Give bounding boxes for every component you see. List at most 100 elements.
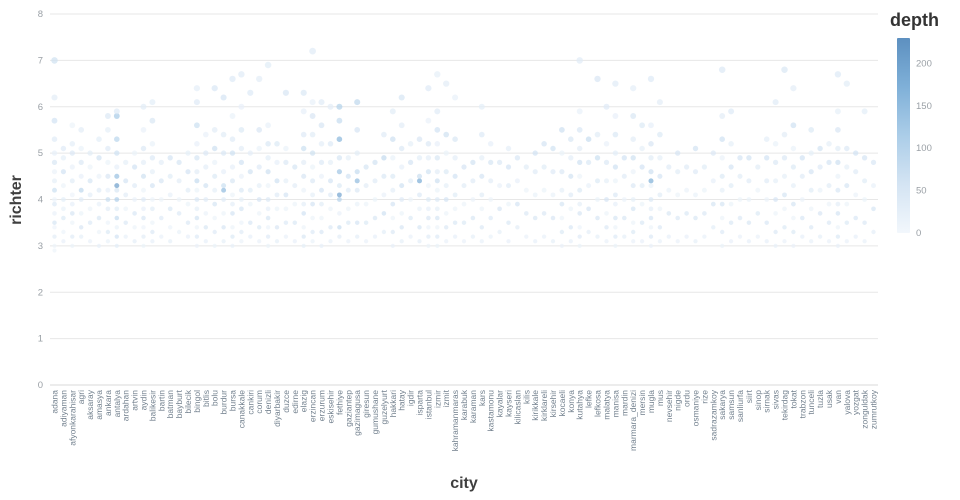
legend-tick-label: 150	[916, 101, 932, 112]
data-point	[622, 215, 627, 221]
x-tick-label: kars	[477, 390, 487, 406]
data-point	[256, 225, 262, 230]
data-point	[657, 192, 663, 198]
data-point	[764, 239, 769, 244]
data-point	[746, 197, 752, 202]
data-point	[568, 239, 573, 244]
data-point	[773, 229, 778, 235]
data-point	[203, 239, 208, 244]
data-point	[78, 225, 84, 230]
data-point	[647, 75, 655, 83]
data-point	[282, 89, 289, 96]
data-point	[425, 183, 431, 189]
data-point	[51, 117, 58, 124]
data-point	[363, 239, 369, 244]
data-point	[720, 229, 725, 235]
data-point	[221, 211, 226, 216]
data-point	[264, 61, 272, 69]
data-point	[194, 155, 200, 161]
y-tick-label: 7	[38, 55, 43, 66]
data-point	[247, 187, 253, 193]
x-tick-label: sadrazamkoy	[708, 389, 718, 440]
data-point	[443, 80, 450, 87]
data-point	[603, 103, 610, 110]
x-tick-label: hakkari	[388, 390, 398, 418]
data-point	[256, 127, 263, 133]
data-point	[265, 183, 271, 189]
data-point	[559, 150, 565, 156]
data-point	[398, 94, 405, 101]
data-point	[826, 183, 832, 189]
data-point	[337, 197, 342, 202]
data-point	[657, 225, 663, 230]
data-point	[221, 225, 226, 230]
data-point	[346, 220, 351, 225]
data-point	[274, 178, 280, 184]
data-point	[577, 225, 582, 230]
data-point	[648, 225, 654, 230]
data-point	[505, 164, 512, 170]
data-point	[871, 183, 876, 189]
data-point	[51, 150, 58, 156]
data-point	[452, 220, 458, 225]
data-point	[211, 85, 218, 92]
data-point	[247, 150, 253, 156]
data-point	[648, 215, 654, 221]
y-tick-label: 8	[38, 9, 43, 20]
data-point	[345, 155, 351, 161]
data-point	[586, 183, 592, 189]
data-point	[835, 211, 841, 216]
data-point	[835, 187, 841, 193]
data-point	[443, 169, 449, 175]
data-point	[604, 239, 609, 244]
data-point	[800, 215, 805, 221]
data-point	[657, 239, 663, 244]
data-point	[426, 225, 431, 230]
data-point	[532, 150, 538, 156]
data-point	[613, 215, 618, 221]
legend-tick-label: 100	[916, 143, 932, 154]
data-point	[559, 243, 565, 248]
data-point	[408, 197, 413, 202]
data-point	[158, 197, 164, 202]
data-point	[238, 159, 245, 166]
data-point	[328, 206, 333, 212]
data-point	[132, 183, 138, 189]
data-point	[773, 243, 778, 248]
data-point	[238, 71, 245, 78]
data-point	[354, 99, 361, 106]
data-point	[728, 183, 734, 189]
data-point	[309, 150, 316, 156]
data-point	[461, 164, 467, 170]
data-point	[862, 178, 868, 184]
data-point	[443, 150, 449, 156]
data-point	[631, 229, 636, 235]
data-point	[123, 178, 129, 184]
data-point	[372, 197, 378, 202]
data-point	[105, 159, 111, 166]
data-point	[149, 155, 156, 161]
y-tick-label: 2	[38, 287, 43, 298]
x-tick-label: yozgat	[851, 389, 861, 415]
data-point	[203, 150, 209, 156]
x-axis-title: city	[450, 475, 478, 492]
y-tick-label: 4	[38, 195, 43, 206]
data-point	[773, 178, 779, 184]
data-point	[576, 108, 583, 115]
data-point	[292, 239, 297, 244]
data-point	[550, 145, 556, 152]
data-point	[354, 201, 360, 207]
data-point	[630, 206, 636, 212]
x-tick-label: tekirdag	[780, 390, 790, 421]
data-point	[835, 159, 841, 166]
x-tick-label: kirikkale	[530, 390, 540, 421]
data-point	[435, 215, 440, 221]
data-point	[835, 145, 841, 152]
data-point	[577, 187, 583, 193]
data-point	[194, 187, 200, 193]
x-tick-label: cankiri	[245, 390, 255, 415]
data-point	[283, 220, 289, 225]
data-point	[817, 187, 823, 193]
data-point	[576, 57, 583, 64]
data-point	[781, 155, 788, 161]
